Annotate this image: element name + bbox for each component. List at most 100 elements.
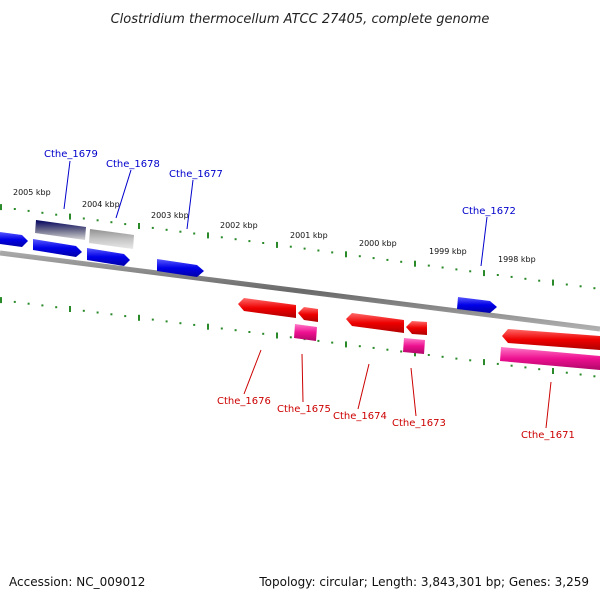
minor-tick — [262, 332, 265, 335]
gene-block[interactable] — [89, 229, 134, 249]
minor-tick — [372, 346, 375, 349]
major-tick — [345, 341, 347, 348]
gene-arrow[interactable] — [0, 232, 28, 247]
major-tick — [276, 241, 278, 248]
major-tick — [207, 232, 209, 239]
minor-tick — [524, 277, 527, 280]
minor-tick — [110, 221, 113, 224]
minor-tick — [179, 230, 182, 233]
gene-arrow[interactable] — [33, 239, 82, 257]
minor-tick — [289, 336, 292, 339]
gene-arrow[interactable] — [87, 248, 130, 266]
minor-tick — [82, 309, 85, 312]
minor-tick — [317, 339, 320, 342]
minor-tick — [579, 373, 582, 376]
minor-tick — [110, 313, 113, 316]
minor-tick — [427, 354, 430, 356]
pseudo-genes — [35, 220, 134, 249]
minor-tick — [234, 238, 237, 241]
gene-arrow[interactable] — [157, 259, 204, 277]
major-tick — [483, 270, 485, 277]
minor-tick — [165, 228, 168, 231]
major-tick — [0, 297, 2, 304]
map-title: Clostridium thermocellum ATCC 27405, com… — [111, 12, 490, 27]
major-tick — [0, 204, 2, 211]
minor-tick — [441, 266, 444, 269]
major-tick — [552, 279, 554, 286]
minor-tick — [55, 213, 58, 216]
minor-tick — [124, 223, 127, 226]
gene-label[interactable]: Cthe_1678 — [106, 159, 160, 170]
minor-tick — [455, 357, 458, 360]
minor-tick — [248, 331, 251, 333]
minor-tick — [27, 302, 30, 305]
gene-label[interactable]: Cthe_1671 — [521, 430, 575, 441]
topology-text: Topology: circular; Length: 3,843,301 bp… — [258, 575, 589, 589]
forward-genes — [0, 232, 497, 313]
minor-tick — [469, 359, 472, 362]
minor-tick — [27, 209, 30, 212]
kbp-label: 2003 kbp — [151, 211, 189, 220]
minor-tick — [55, 306, 58, 309]
kbp-label: 1998 kbp — [498, 255, 536, 264]
minor-tick — [124, 315, 127, 318]
minor-tick — [262, 242, 265, 244]
minor-tick — [96, 311, 99, 314]
minor-tick — [358, 345, 361, 348]
gene-label[interactable]: Cthe_1672 — [462, 206, 516, 217]
reverse-genes — [238, 298, 600, 370]
gene-label[interactable]: Cthe_1675 — [277, 404, 331, 415]
minor-tick — [41, 304, 44, 307]
gene-block[interactable] — [500, 347, 600, 370]
major-tick — [138, 314, 140, 321]
minor-tick — [593, 287, 596, 290]
reverse-label-leaders — [243, 349, 552, 429]
gene-label[interactable]: Cthe_1677 — [169, 169, 223, 180]
minor-tick — [13, 208, 16, 210]
minor-tick — [220, 236, 223, 239]
major-tick — [483, 359, 485, 366]
minor-tick — [289, 245, 292, 248]
gene-arrow[interactable] — [457, 297, 497, 313]
minor-tick — [220, 327, 223, 330]
tick-track-inner — [0, 297, 596, 378]
tick-track-outer — [0, 204, 596, 290]
major-tick — [276, 332, 278, 339]
minor-tick — [358, 255, 361, 258]
gene-block[interactable] — [294, 324, 317, 341]
kbp-label: 1999 kbp — [429, 247, 467, 256]
gene-label[interactable]: Cthe_1673 — [392, 418, 446, 429]
gene-label[interactable]: Cthe_1679 — [44, 149, 98, 160]
gene-block[interactable] — [35, 220, 86, 240]
minor-tick — [565, 371, 568, 374]
minor-tick — [593, 375, 596, 378]
minor-tick — [13, 300, 16, 303]
gene-arrow[interactable] — [298, 307, 318, 322]
gene-label[interactable]: Cthe_1674 — [333, 411, 387, 422]
gene-arrow[interactable] — [502, 329, 600, 350]
kbp-label: 2000 kbp — [359, 239, 397, 248]
minor-tick — [41, 211, 44, 214]
kbp-label: 2002 kbp — [220, 221, 258, 230]
gene-label[interactable]: Cthe_1676 — [217, 396, 271, 407]
major-tick — [414, 260, 416, 267]
accession-text: Accession: NC_009012 — [9, 575, 145, 589]
kbp-label: 2001 kbp — [290, 231, 328, 240]
gene-block[interactable] — [403, 338, 425, 354]
major-tick — [69, 306, 71, 312]
major-tick — [69, 213, 71, 220]
minor-tick — [151, 226, 154, 229]
minor-tick — [303, 247, 306, 250]
major-tick — [414, 350, 416, 357]
minor-tick — [331, 251, 334, 254]
gene-arrow[interactable] — [238, 298, 296, 318]
minor-tick — [455, 268, 458, 271]
genome-backbone — [0, 250, 600, 332]
minor-tick — [317, 249, 320, 252]
minor-tick — [386, 258, 389, 261]
gene-arrow[interactable] — [346, 313, 404, 333]
gene-arrow[interactable] — [406, 321, 427, 335]
minor-tick — [510, 275, 513, 278]
minor-tick — [524, 366, 527, 369]
